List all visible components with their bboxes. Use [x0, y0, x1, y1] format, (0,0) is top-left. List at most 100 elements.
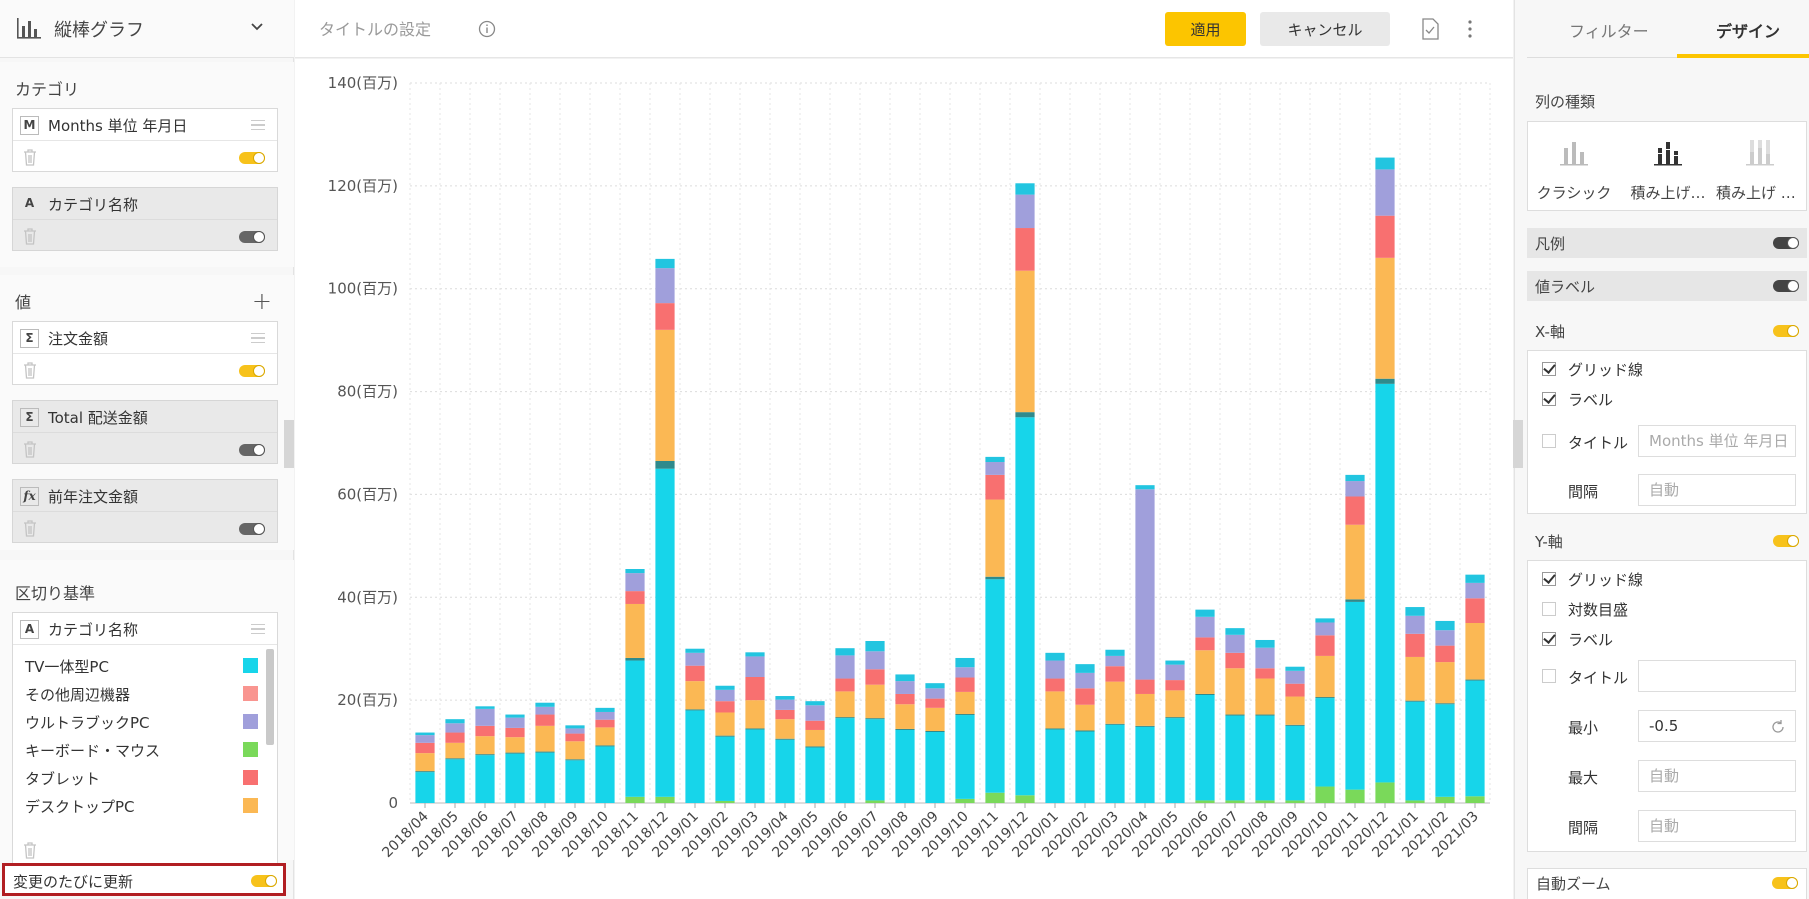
bar-segment[interactable] [1075, 672, 1095, 689]
bar-segment[interactable] [655, 461, 675, 469]
bar-segment[interactable] [445, 723, 465, 733]
bar-segment[interactable] [1465, 680, 1485, 797]
bar-segment[interactable] [1105, 681, 1125, 724]
bar-segment[interactable] [685, 681, 705, 710]
checkbox[interactable] [1542, 362, 1556, 376]
color-swatch[interactable] [243, 658, 258, 673]
bar-segment[interactable] [955, 667, 975, 678]
bar-segment[interactable] [1195, 800, 1215, 803]
bar-segment[interactable] [1225, 628, 1245, 635]
breakdown-field-card[interactable]: A カテゴリ名称 TV一体型PC その他周辺機器 ウルトラブックPC キーボード… [12, 612, 278, 865]
bar-segment[interactable] [505, 737, 525, 753]
field-toggle[interactable] [239, 231, 265, 243]
bar-segment[interactable] [415, 771, 435, 773]
y-log-option[interactable]: 対数目盛 [1528, 594, 1806, 624]
bar-segment[interactable] [655, 258, 675, 269]
bar-segment[interactable] [445, 759, 465, 803]
bar-segment[interactable] [1015, 417, 1035, 796]
bar-segment[interactable] [1315, 618, 1335, 623]
checkbox[interactable] [1542, 434, 1556, 448]
bar-segment[interactable] [745, 728, 765, 730]
collapse-left-handle[interactable] [284, 420, 294, 468]
color-swatch[interactable] [243, 686, 258, 701]
value-field-card[interactable]: Σ 注文金額 [12, 321, 278, 385]
checkbox[interactable] [1542, 602, 1556, 616]
bar-segment[interactable] [1225, 652, 1245, 669]
bar-segment[interactable] [715, 689, 735, 702]
bar-segment[interactable] [1195, 637, 1215, 651]
bar-segment[interactable] [445, 758, 465, 760]
bar-segment[interactable] [505, 727, 525, 738]
bar-segment[interactable] [775, 719, 795, 739]
bar-segment[interactable] [985, 579, 1005, 793]
bar-segment[interactable] [805, 701, 825, 706]
bar-segment[interactable] [475, 708, 495, 726]
bar-segment[interactable] [1435, 645, 1455, 663]
bar-segment[interactable] [805, 729, 825, 747]
bar-segment[interactable] [595, 746, 615, 803]
bar-segment[interactable] [925, 731, 945, 733]
bar-segment[interactable] [1345, 496, 1365, 525]
bar-segment[interactable] [565, 741, 585, 760]
bar-segment[interactable] [1375, 378, 1395, 384]
bar-segment[interactable] [1045, 678, 1065, 692]
bar-segment[interactable] [1315, 698, 1335, 787]
bar-segment[interactable] [1405, 633, 1425, 657]
bar-segment[interactable] [805, 720, 825, 730]
value-label-toggle[interactable] [1773, 280, 1799, 292]
bar-segment[interactable] [475, 736, 495, 755]
bar-segment[interactable] [835, 717, 855, 719]
reset-icon[interactable] [1770, 719, 1786, 735]
bar-segment[interactable] [1315, 655, 1335, 698]
bar-segment[interactable] [1255, 647, 1275, 669]
bar-segment[interactable] [1375, 157, 1395, 170]
drag-handle-icon[interactable] [251, 333, 265, 343]
bar-segment[interactable] [1075, 730, 1095, 732]
bar-segment[interactable] [535, 714, 555, 726]
bar-segment[interactable] [1255, 668, 1275, 679]
bar-segment[interactable] [715, 712, 735, 736]
legend-toggle[interactable] [1773, 237, 1799, 249]
bar-segment[interactable] [565, 733, 585, 742]
bar-segment[interactable] [1465, 582, 1485, 599]
bar-segment[interactable] [925, 688, 945, 699]
bar-segment[interactable] [865, 719, 885, 801]
drag-handle-icon[interactable] [251, 624, 265, 634]
bar-segment[interactable] [745, 700, 765, 729]
bar-segment[interactable] [715, 735, 735, 737]
bar-segment[interactable] [1345, 474, 1365, 482]
bar-segment[interactable] [775, 696, 795, 700]
bar-segment[interactable] [535, 752, 555, 803]
bar-segment[interactable] [1015, 795, 1035, 803]
value-field-card[interactable]: Σ Total 配送金額 [12, 400, 278, 464]
bar-segment[interactable] [1015, 194, 1035, 229]
trash-icon[interactable] [22, 841, 38, 859]
bar-segment[interactable] [895, 704, 915, 729]
more-menu-icon[interactable] [1465, 18, 1475, 40]
bar-segment[interactable] [655, 329, 675, 461]
bar-segment[interactable] [775, 709, 795, 720]
bar-segment[interactable] [1255, 715, 1275, 801]
bar-segment[interactable] [775, 738, 795, 740]
x-interval-input[interactable] [1638, 474, 1796, 506]
bar-segment[interactable] [1405, 656, 1425, 701]
bar-segment[interactable] [535, 751, 555, 753]
bar-segment[interactable] [595, 707, 615, 712]
bar-segment[interactable] [475, 755, 495, 803]
bar-segment[interactable] [1105, 649, 1125, 656]
bar-segment[interactable] [1135, 489, 1155, 680]
bar-segment[interactable] [625, 603, 645, 658]
bar-segment[interactable] [1285, 683, 1305, 697]
bar-segment[interactable] [1285, 725, 1305, 801]
bar-segment[interactable] [925, 732, 945, 803]
bar-segment[interactable] [1225, 634, 1245, 653]
tab-design[interactable]: デザイン [1716, 22, 1781, 41]
x-title-input[interactable] [1638, 425, 1796, 457]
bar-segment[interactable] [595, 745, 615, 747]
bar-segment[interactable] [985, 499, 1005, 577]
bar-segment[interactable] [445, 732, 465, 743]
y-label-option[interactable]: ラベル [1528, 624, 1806, 654]
bar-segment[interactable] [775, 739, 795, 803]
trash-icon[interactable] [22, 361, 38, 379]
chevron-down-icon[interactable] [248, 18, 266, 36]
